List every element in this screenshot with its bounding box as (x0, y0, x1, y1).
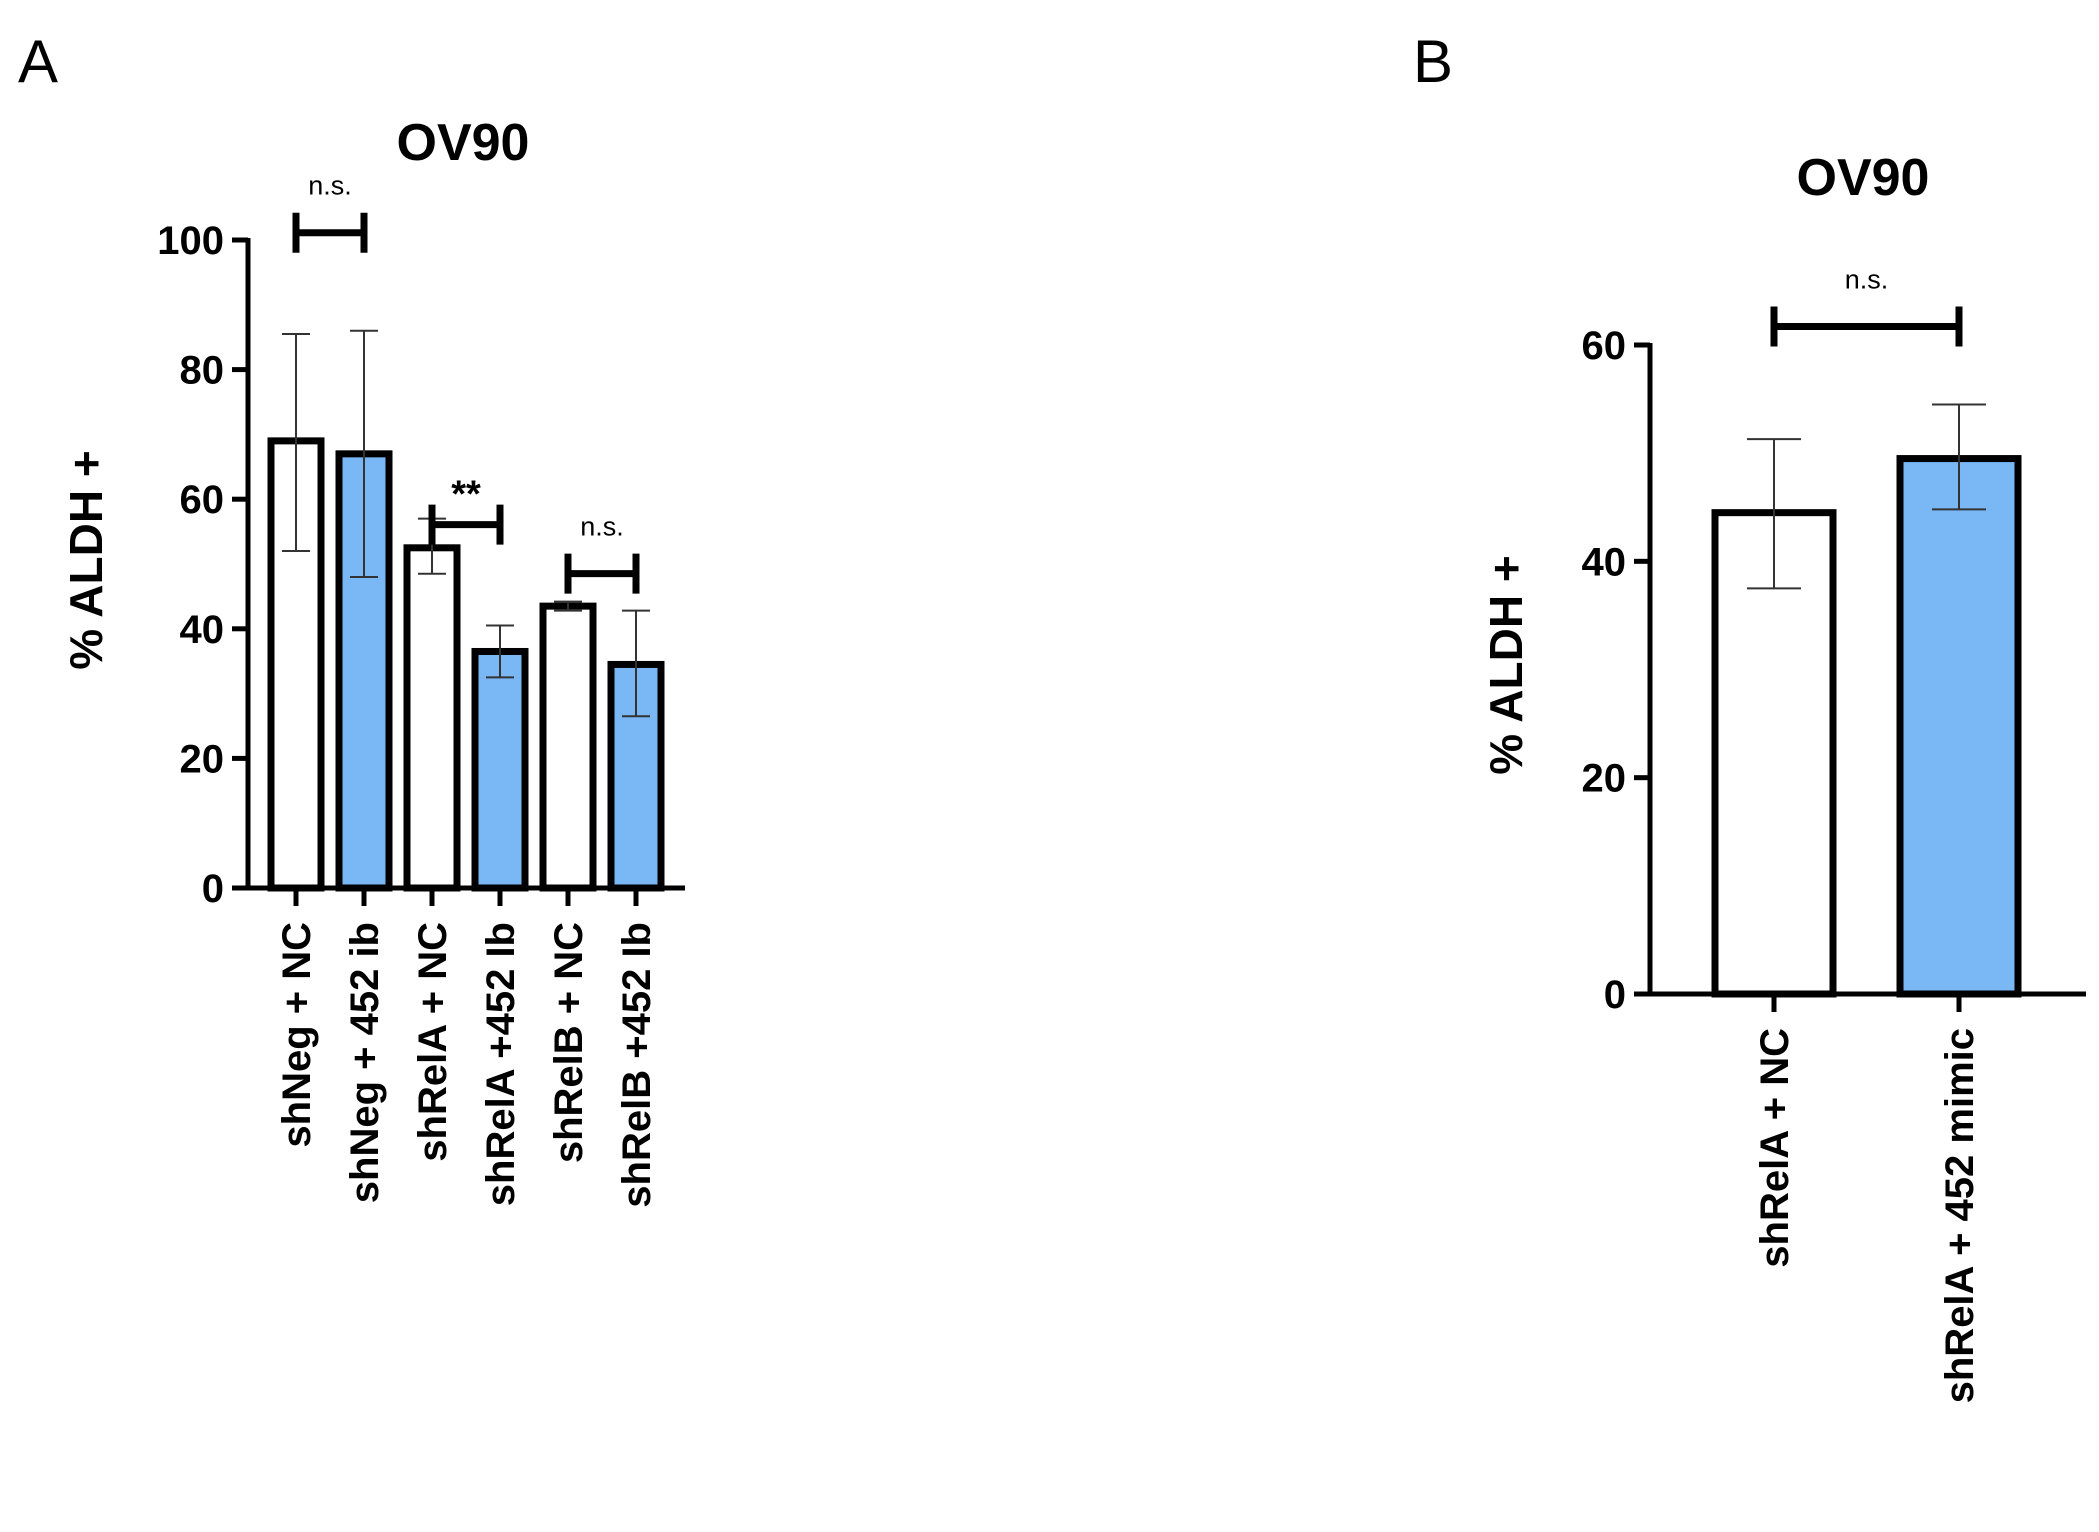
panel-a-y-tick-label: 40 (180, 608, 225, 652)
panel-b-bar (1896, 455, 2022, 998)
panel-a-category-label: shRelA + NC (411, 922, 455, 1162)
panel-a-y-tick-label: 80 (180, 349, 225, 393)
panel-a-y-tick-label: 0 (202, 867, 224, 911)
panel-b-category-label: shRelA + NC (1753, 1028, 1797, 1268)
panel-a-category-label: shNeg + 452 ib (343, 922, 387, 1203)
panel-a-category-label: shRelB + NC (547, 922, 591, 1163)
panel-a-significance-label: n.s. (580, 512, 624, 542)
panel-a-category-label: shRelA +452 Ib (479, 922, 523, 1206)
panel-b-y-tick-label: 20 (1582, 757, 1627, 801)
panel-b-y-axis-label: % ALDH + (1480, 555, 1532, 774)
panel-b-chart: 0 20 40 60 shRelA + NC shRelA + 452 mimic n.s. (1582, 264, 2086, 1403)
panel-a-bar (403, 544, 461, 892)
panel-a-y-axis-label: % ALDH + (60, 450, 112, 669)
panel-a-significance-label: n.s. (308, 171, 352, 201)
panel-a-category-label: shRelB +452 Ib (615, 922, 659, 1208)
panel-b-category-label: shRelA + 452 mimic (1938, 1028, 1982, 1403)
panel-a-category-label: shNeg + NC (275, 922, 319, 1148)
panel-b-letter: B (1413, 28, 1453, 95)
panel-a-bar (539, 602, 597, 892)
panel-a-significance-label: ** (451, 474, 481, 516)
panel-a-title: OV90 (397, 114, 530, 172)
panel-b-y-tick-label: 60 (1582, 324, 1627, 368)
panel-a-letter: A (18, 28, 58, 95)
panel-b-y-tick-label: 40 (1582, 540, 1627, 584)
panel-b-title: OV90 (1797, 149, 1930, 207)
panel-a-chart: 0 20 40 60 80 100 shNeg + NC shNeg + 452 ib shRe… (157, 171, 685, 1208)
panel-a-bar (471, 647, 529, 892)
panel-b-y-tick-label: 0 (1604, 973, 1626, 1017)
panel-a-y-tick-label: 20 (180, 737, 225, 781)
panel-b-significance-label: n.s. (1845, 264, 1889, 294)
panel-a-y-tick-label: 60 (180, 478, 225, 522)
panel-a-y-tick-label: 100 (157, 219, 224, 263)
